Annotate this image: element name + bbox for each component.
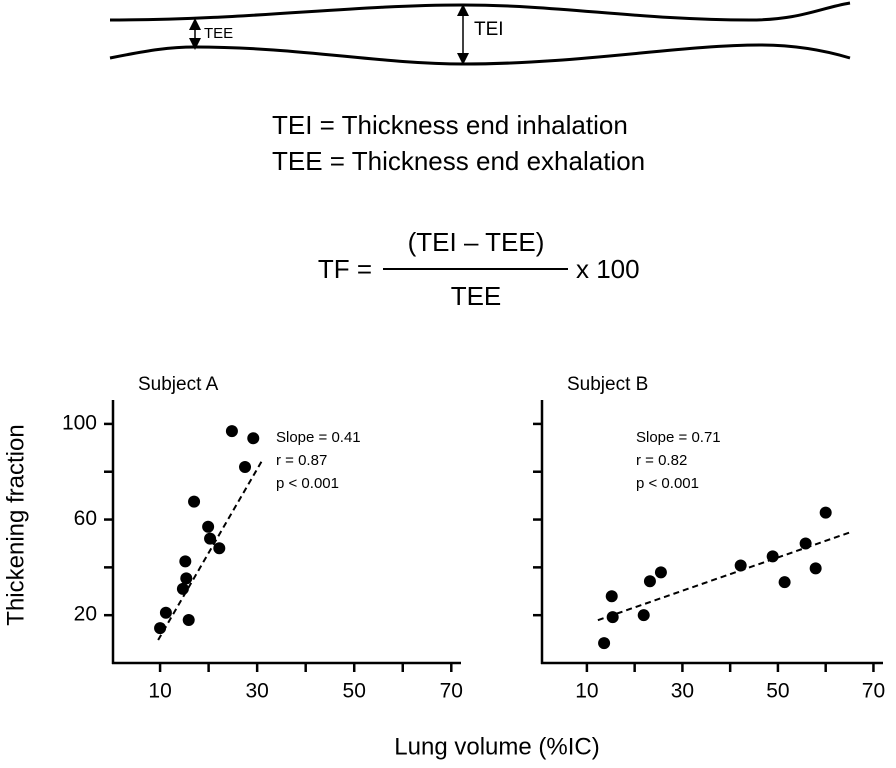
x-tick-label: 50 <box>766 680 789 703</box>
annotation: Slope = 0.71 <box>636 429 721 446</box>
point <box>637 609 650 622</box>
point <box>154 622 167 635</box>
point <box>598 637 611 650</box>
point <box>643 575 656 588</box>
point <box>188 495 201 508</box>
point <box>159 606 172 619</box>
point <box>180 572 193 585</box>
point <box>734 559 747 572</box>
y-tick-label: 100 <box>62 411 97 434</box>
fit-line <box>157 460 263 641</box>
x-axis-label: Lung volume (%IC) <box>394 733 599 760</box>
point <box>176 582 189 595</box>
annotation: p < 0.001 <box>276 475 339 492</box>
formula-lhs: TF = <box>318 254 372 284</box>
annotation: r = 0.87 <box>276 452 327 469</box>
point <box>606 611 619 624</box>
subplot-title: Subject A <box>138 374 219 395</box>
x-tick-label: 30 <box>671 680 694 703</box>
y-tick-label: 60 <box>74 507 97 530</box>
point <box>239 460 252 473</box>
subplot-title: Subject B <box>567 374 648 395</box>
x-tick-label: 30 <box>245 680 268 703</box>
point <box>605 590 618 603</box>
annotation: r = 0.82 <box>636 452 687 469</box>
tei-label: TEI <box>474 19 504 40</box>
x-tick-label: 10 <box>575 680 598 703</box>
point <box>202 520 215 533</box>
point <box>654 566 667 579</box>
fit-line <box>597 530 853 622</box>
x-tick-label: 50 <box>343 680 366 703</box>
y-tick-label: 20 <box>74 603 97 626</box>
point <box>179 555 192 568</box>
annotation: p < 0.001 <box>636 475 699 492</box>
y-axis-label: Thickening fraction <box>2 424 29 625</box>
point <box>225 425 238 438</box>
upper-surface <box>109 1 851 22</box>
tee-label: TEE <box>204 25 233 42</box>
formula-denominator: TEE <box>451 281 502 311</box>
point <box>182 613 195 626</box>
definition: TEI = Thickness end inhalation <box>272 110 628 140</box>
point <box>766 550 779 563</box>
annotation: Slope = 0.41 <box>276 429 361 446</box>
definition: TEE = Thickness end exhalation <box>272 146 645 176</box>
x-tick-label: 10 <box>148 680 171 703</box>
point <box>778 576 791 589</box>
point <box>799 537 812 550</box>
point <box>819 506 832 519</box>
lower-surface <box>109 43 851 66</box>
formula-multiplier: x 100 <box>576 254 640 284</box>
x-tick-label: 70 <box>440 680 463 703</box>
point <box>204 532 217 545</box>
point <box>809 562 822 575</box>
point <box>213 542 226 555</box>
formula-numerator: (TEI – TEE) <box>408 227 545 257</box>
x-tick-label: 70 <box>862 680 885 703</box>
point <box>247 432 260 445</box>
